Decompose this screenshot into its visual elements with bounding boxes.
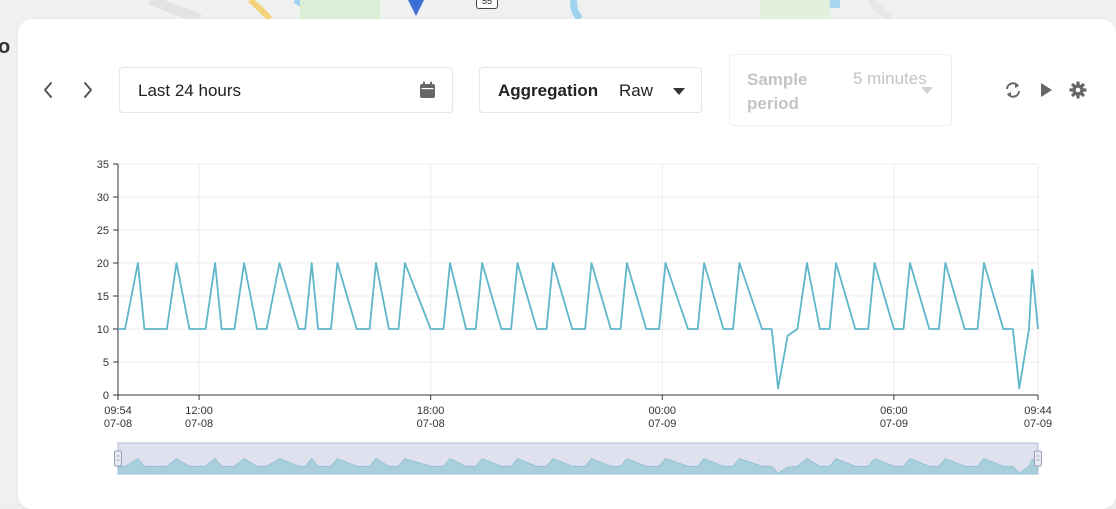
chevron-right-icon	[84, 82, 92, 98]
x-tick-date-label: 07-09	[880, 418, 908, 430]
x-tick-date-label: 07-08	[185, 418, 213, 430]
play-button[interactable]	[1035, 79, 1057, 101]
y-tick-label: 15	[97, 291, 109, 303]
series-line-0	[118, 262, 1039, 390]
aggregation-select[interactable]: Aggregation Raw	[479, 67, 702, 113]
settings-button[interactable]	[1067, 79, 1089, 101]
x-tick-date-label: 07-08	[417, 418, 445, 430]
refresh-icon	[1006, 82, 1020, 98]
aggregation-value: Raw	[619, 81, 654, 100]
x-tick-time-label: 18:00	[417, 405, 445, 417]
sample-period-label: Sample period	[747, 70, 808, 113]
x-tick-date-label: 07-09	[648, 418, 676, 430]
x-tick-time-label: 00:00	[649, 405, 677, 417]
chart-panel: Last 24 hours Aggregation Raw Sample per…	[18, 19, 1116, 509]
y-tick-label: 25	[97, 225, 109, 237]
zoom-handle-left[interactable]	[114, 450, 122, 467]
time-range-value: Last 24 hours	[138, 81, 242, 100]
y-tick-label: 35	[97, 159, 109, 171]
y-tick-label: 0	[103, 390, 109, 402]
next-range-button[interactable]	[76, 75, 100, 105]
zoom-slider[interactable]	[114, 442, 1042, 475]
x-tick-time-label: 06:00	[880, 405, 908, 417]
x-tick-time-label: 09:44	[1024, 405, 1052, 417]
time-range-picker[interactable]: Last 24 hours	[119, 67, 453, 113]
road-shield-badge: 55	[476, 0, 498, 9]
chart-axes: 0510152025303509:5407-0812:0007-0818:000…	[97, 159, 1052, 430]
y-tick-label: 10	[97, 324, 109, 336]
chart-grid	[117, 163, 1039, 396]
zoom-handle-right[interactable]	[1034, 450, 1042, 467]
sample-period-value: 5 minutes	[853, 69, 927, 88]
y-tick-label: 30	[97, 192, 109, 204]
calendar-icon	[420, 81, 435, 98]
y-tick-label: 5	[103, 357, 109, 369]
chevron-left-icon	[44, 82, 52, 98]
x-tick-date-label: 07-08	[104, 418, 132, 430]
x-tick-date-label: 07-09	[1024, 418, 1052, 430]
y-tick-label: 20	[97, 258, 109, 270]
map-place-label: o	[0, 36, 11, 58]
sample-period-select[interactable]: Sample period 5 minutes	[729, 54, 952, 126]
caret-down-icon	[673, 88, 685, 95]
play-icon	[1041, 83, 1052, 97]
refresh-button[interactable]	[1002, 79, 1024, 101]
previous-range-button[interactable]	[36, 75, 60, 105]
gear-icon	[1069, 81, 1087, 99]
chart-series	[118, 262, 1039, 390]
x-tick-time-label: 09:54	[104, 405, 132, 417]
aggregation-label: Aggregation	[498, 81, 599, 100]
x-tick-time-label: 12:00	[185, 405, 213, 417]
caret-down-icon	[921, 87, 933, 94]
zoom-overview-area	[117, 457, 1039, 475]
timeseries-chart[interactable]: 0510152025303509:5407-0812:0007-0818:000…	[18, 19, 1116, 500]
